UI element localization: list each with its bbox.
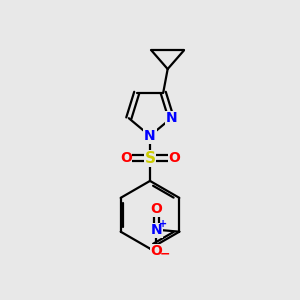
Text: O: O xyxy=(150,202,162,216)
Text: N: N xyxy=(151,223,162,237)
Text: N: N xyxy=(144,129,156,143)
Text: −: − xyxy=(159,248,170,261)
Text: O: O xyxy=(168,151,180,165)
Text: S: S xyxy=(145,151,155,166)
Text: O: O xyxy=(150,244,162,258)
Text: N: N xyxy=(165,111,177,125)
Text: +: + xyxy=(159,219,167,229)
Text: O: O xyxy=(120,151,132,165)
